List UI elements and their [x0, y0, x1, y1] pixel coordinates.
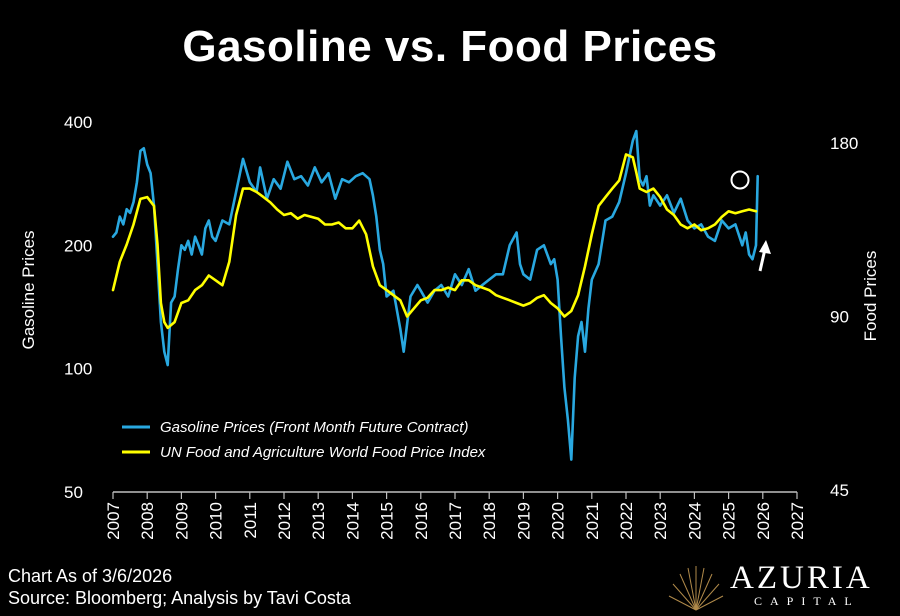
- x-tick-label: 2023: [651, 502, 670, 540]
- brand-name: AZURIA: [730, 560, 873, 596]
- y-left-tick-label: 400: [64, 113, 92, 132]
- legend-label-gasoline: Gasoline Prices (Front Month Future Cont…: [160, 419, 468, 436]
- x-tick-label: 2025: [720, 502, 739, 540]
- y-axis-right-title: Food Prices: [861, 251, 880, 342]
- series-layer: [111, 129, 760, 461]
- y-right-tick-label: 180: [830, 134, 858, 153]
- x-tick-label: 2018: [480, 502, 499, 540]
- legend: Gasoline Prices (Front Month Future Cont…: [122, 419, 486, 461]
- source-note: Source: Bloomberg; Analysis by Tavi Cost…: [8, 588, 351, 608]
- chart-date-note: Chart As of 3/6/2026: [8, 566, 173, 586]
- sunburst-logo-icon: [668, 566, 724, 611]
- y-axis-left-title: Gasoline Prices: [19, 230, 38, 349]
- y-left-tick-group: 50 100 200 400: [64, 113, 92, 502]
- x-tick-label: 2010: [207, 502, 226, 540]
- y-left-tick-label: 50: [64, 483, 83, 502]
- x-tick-label: 2012: [275, 502, 294, 540]
- y-left-tick-label: 100: [64, 360, 92, 379]
- brand-subtitle: CAPITAL: [754, 594, 860, 608]
- series-line-food: [111, 153, 758, 330]
- x-tick-label: 2014: [343, 502, 362, 540]
- x-tick-label: 2013: [309, 502, 328, 540]
- up-arrow-icon: [758, 240, 771, 272]
- x-tick-label: 2015: [378, 502, 397, 540]
- y-right-tick-group: 45 90 180: [830, 134, 858, 500]
- x-tick-label: 2022: [617, 502, 636, 540]
- series-line-gasoline: [111, 129, 760, 461]
- x-tick-label: 2017: [446, 502, 465, 540]
- y-right-tick-label: 90: [830, 308, 849, 327]
- x-tick-label: 2011: [241, 502, 260, 539]
- x-tick-label: 2007: [104, 502, 123, 540]
- x-tick-label: 2024: [685, 502, 704, 540]
- annotations: [730, 170, 771, 272]
- legend-label-food: UN Food and Agriculture World Food Price…: [160, 444, 486, 461]
- x-tick-label: 2021: [583, 502, 602, 540]
- y-left-tick-label: 200: [64, 236, 92, 255]
- footer: Chart As of 3/6/2026 Source: Bloomberg; …: [8, 565, 351, 609]
- x-tick-label: 2019: [514, 502, 533, 540]
- spike-highlight-circle: [730, 170, 750, 190]
- x-tick-label: 2027: [788, 502, 807, 540]
- x-tick-label: 2020: [549, 502, 568, 540]
- x-tick-group: 2007 2008 2009 2010 2011 2012 2013 2014 2015 2016…: [104, 492, 807, 540]
- x-tick-label: 2008: [138, 502, 157, 540]
- brand-logo: AZURIA CAPITAL: [662, 560, 892, 612]
- x-tick-label: 2026: [754, 502, 773, 540]
- x-tick-label: 2009: [172, 502, 191, 540]
- x-tick-label: 2016: [412, 502, 431, 540]
- y-right-tick-label: 45: [830, 481, 849, 500]
- chart-title: Gasoline vs. Food Prices: [182, 22, 718, 71]
